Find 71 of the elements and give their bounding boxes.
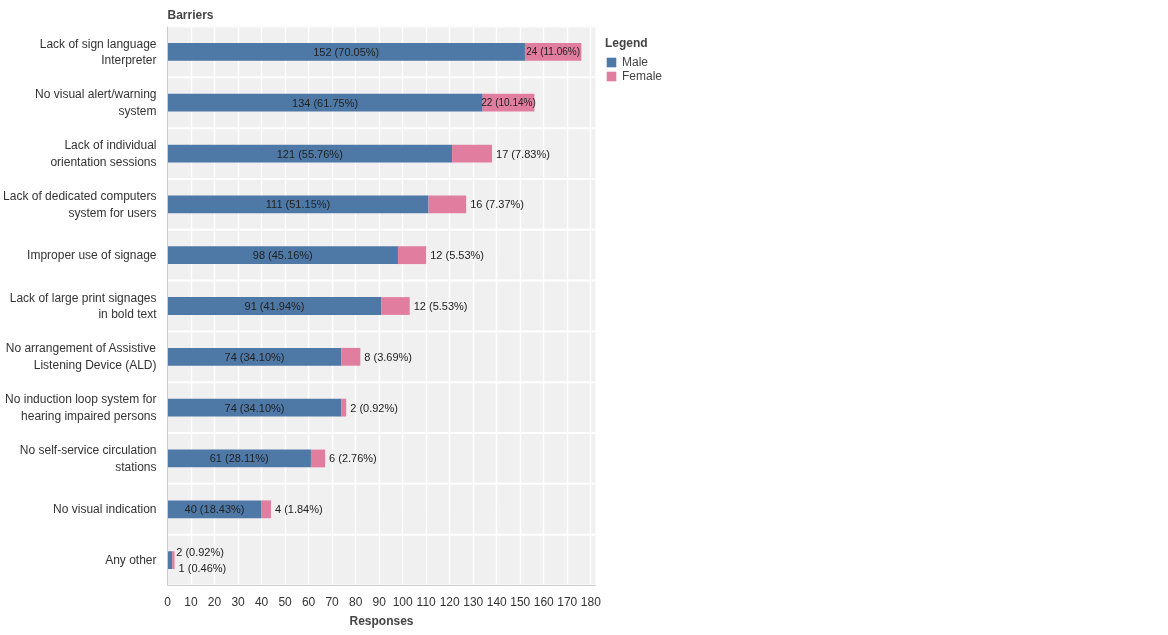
legend-label: Male: [622, 55, 649, 69]
y-axis-title: Barriers: [167, 7, 214, 22]
data-label: 17 (7.83%): [496, 147, 550, 160]
y-tick-label: No self-service circulation stations: [19, 443, 157, 474]
bar: [341, 347, 361, 366]
bar: [167, 195, 429, 214]
x-tick-label: 100: [392, 594, 413, 609]
data-label: 1 (0.46%): [178, 562, 227, 575]
data-label: 111 (51.15%): [265, 198, 331, 211]
y-tick-label: No visual indication: [53, 502, 157, 517]
data-label: 74 (34.10%): [224, 401, 285, 414]
data-label: 134 (61.75%): [292, 96, 359, 109]
x-tick-label: 20: [207, 594, 222, 609]
data-label: 61 (28.11%): [209, 452, 269, 465]
legend-label: Female: [622, 69, 663, 83]
legend-title: Legend: [605, 36, 649, 50]
bar: [428, 195, 467, 214]
x-tick-label: 10: [184, 594, 199, 609]
y-tick-label: No visual alert/warning system: [35, 87, 157, 119]
y-tick-label: No induction loop system for hearing impaired persons: [5, 392, 157, 424]
bar: [452, 144, 493, 163]
data-label: 2 (0.92%): [176, 546, 224, 559]
data-label: 121 (55.76%): [276, 147, 343, 160]
y-tick-label: No arrangement of Assistive Listening Device (ALD): [5, 341, 157, 373]
y-tick-label: Lack of large print signages in bold text: [9, 290, 158, 322]
x-tick-label: 170: [557, 594, 578, 609]
bar: [167, 246, 398, 265]
y-tick-label: Lack of dedicated computers system for users: [3, 188, 157, 220]
x-tick-label: 90: [372, 594, 387, 609]
data-label: 12 (5.53%): [430, 249, 484, 262]
bar: [310, 449, 326, 468]
bar: [172, 551, 175, 569]
bar: [261, 500, 271, 519]
data-label: 74 (34.10%): [224, 350, 285, 363]
bar: [167, 43, 525, 61]
y-tick-label: Improper use of signage: [27, 248, 157, 263]
x-tick-label: 140: [486, 594, 508, 609]
data-label: 98 (45.16%): [252, 249, 313, 262]
x-tick-label: 70: [325, 594, 340, 609]
data-label: 2 (0.92%): [350, 401, 398, 414]
data-label: 4 (1.84%): [274, 503, 323, 516]
x-tick-label: 60: [301, 594, 316, 609]
y-tick-label: Lack of individual orientation sessions: [50, 138, 157, 169]
x-tick-label: 110: [416, 594, 437, 609]
x-tick-label: 160: [533, 594, 555, 609]
bar: [167, 347, 342, 366]
data-label: 24 (11.06%): [526, 46, 581, 58]
x-tick-label: 0: [164, 594, 172, 609]
data-label: 8 (3.69%): [364, 350, 413, 363]
data-label: 152 (70.05%): [313, 45, 380, 58]
data-label: 12 (5.53%): [413, 300, 468, 312]
x-tick-label: 50: [278, 594, 293, 609]
x-tick-label: 130: [463, 594, 484, 609]
bar: [397, 246, 427, 265]
bar: [167, 297, 382, 315]
data-label: 40 (18.43%): [184, 503, 245, 516]
bar: [381, 297, 410, 315]
x-tick-label: 30: [231, 594, 246, 609]
data-label: 91 (41.94%): [244, 300, 305, 312]
x-tick-label: 40: [254, 594, 269, 609]
x-tick-label: 180: [580, 594, 602, 609]
x-axis-title: Responses: [349, 613, 414, 628]
x-tick-label: 80: [348, 594, 363, 609]
bar: [167, 398, 342, 417]
data-label: 6 (2.76%): [329, 452, 377, 465]
bar: [167, 93, 483, 112]
y-tick-label: Any other: [105, 553, 157, 568]
x-tick-label: 120: [439, 594, 461, 609]
y-tick-label: Lack of sign language Interpreter: [39, 36, 157, 68]
data-label: 16 (7.37%): [470, 198, 524, 211]
x-tick-label: 150: [510, 594, 531, 609]
